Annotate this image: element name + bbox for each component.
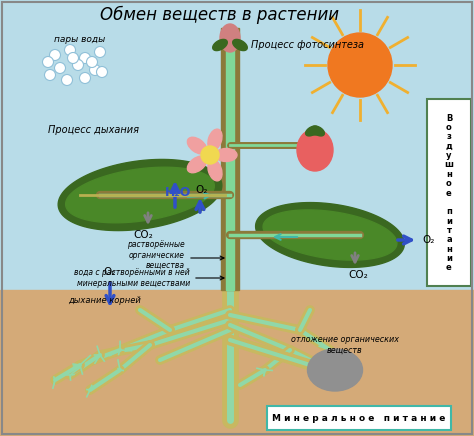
Polygon shape <box>233 39 247 51</box>
Ellipse shape <box>208 160 222 181</box>
Circle shape <box>73 59 83 71</box>
Text: Обмен веществ в растении: Обмен веществ в растении <box>100 6 339 24</box>
Ellipse shape <box>208 129 222 150</box>
Polygon shape <box>306 126 319 136</box>
Circle shape <box>80 72 91 84</box>
Circle shape <box>94 47 106 58</box>
Polygon shape <box>213 39 228 51</box>
Ellipse shape <box>187 156 207 173</box>
Polygon shape <box>58 160 222 231</box>
Ellipse shape <box>187 137 207 154</box>
Bar <box>0 0 474 290</box>
Circle shape <box>45 69 55 81</box>
Text: В
о
з
д
у
ш
н
о
е
 
п
и
т
а
н
и
е: В о з д у ш н о е п и т а н и е <box>445 114 454 272</box>
Text: Процесс дыхания: Процесс дыхания <box>48 125 139 135</box>
Circle shape <box>80 52 91 64</box>
Polygon shape <box>263 210 397 260</box>
Circle shape <box>67 52 79 64</box>
Polygon shape <box>255 203 404 267</box>
Ellipse shape <box>308 349 363 391</box>
Circle shape <box>86 57 98 68</box>
Text: CO₂: CO₂ <box>348 270 368 280</box>
FancyBboxPatch shape <box>267 406 451 430</box>
Circle shape <box>62 75 73 85</box>
Circle shape <box>55 62 65 74</box>
Circle shape <box>97 67 108 78</box>
Circle shape <box>201 146 219 164</box>
Ellipse shape <box>220 24 240 52</box>
Text: H₂O: H₂O <box>165 185 191 198</box>
Ellipse shape <box>215 149 237 161</box>
Circle shape <box>328 33 392 97</box>
Text: O₂: O₂ <box>422 235 434 245</box>
Polygon shape <box>308 127 322 135</box>
Circle shape <box>49 50 61 61</box>
Circle shape <box>64 44 75 55</box>
Text: отложение органических
веществ: отложение органических веществ <box>291 335 399 355</box>
Text: растворённые
органические
вещества: растворённые органические вещества <box>127 240 185 270</box>
Text: М и н е р а л ь н о е   п и т а н и е: М и н е р а л ь н о е п и т а н и е <box>272 413 446 422</box>
Ellipse shape <box>297 129 333 171</box>
Text: CO₂: CO₂ <box>133 230 153 240</box>
Text: пары воды: пары воды <box>55 35 106 44</box>
Text: дыхание корней: дыхание корней <box>68 296 141 304</box>
Text: вода с растворёнными в ней
минеральными веществами: вода с растворёнными в ней минеральными … <box>74 268 190 288</box>
Text: Процесс фотосинтеза: Процесс фотосинтеза <box>252 40 365 50</box>
Circle shape <box>43 57 54 68</box>
Polygon shape <box>66 167 214 223</box>
Bar <box>0 290 474 436</box>
Polygon shape <box>311 126 324 136</box>
Bar <box>221 28 239 290</box>
Text: O₂: O₂ <box>196 185 208 195</box>
Circle shape <box>90 65 100 75</box>
FancyBboxPatch shape <box>427 99 471 286</box>
Bar <box>226 28 234 290</box>
Text: O₂: O₂ <box>104 267 116 277</box>
